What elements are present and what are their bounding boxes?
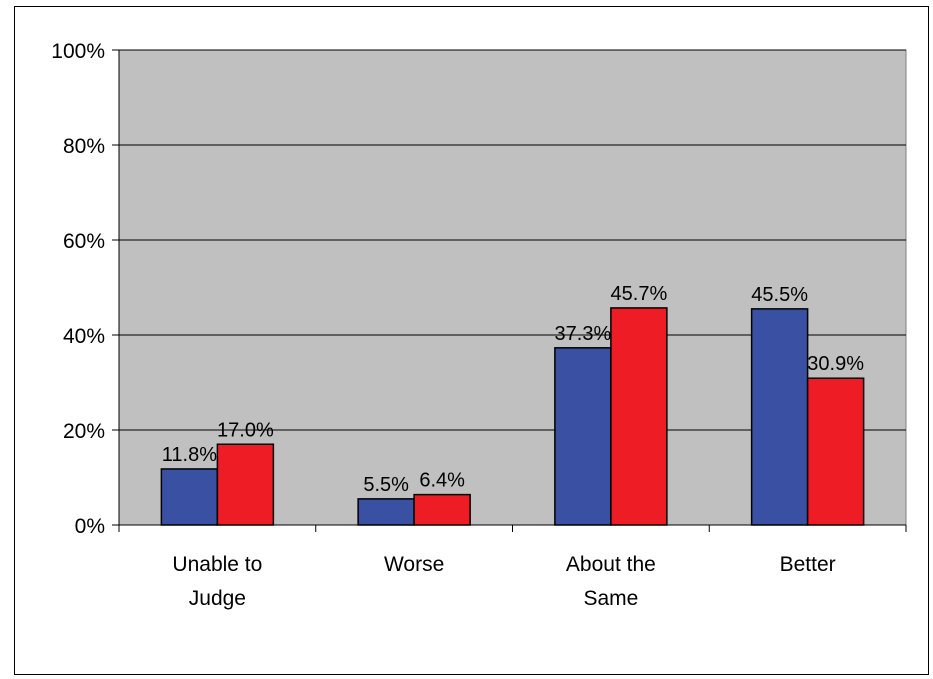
bar [750,308,809,526]
data-label: 45.7% [611,283,668,305]
bar [160,468,219,526]
x-tick-label: Judge [189,587,246,610]
y-tick-label: 60% [63,230,105,253]
x-tick-label: Same [583,587,638,610]
x-tick-label: Worse [384,553,444,576]
bar [357,498,415,526]
bar [216,443,275,526]
y-tick-label: 0% [75,515,105,538]
y-tick-label: 100% [51,40,105,63]
y-tick-label: 80% [63,135,105,158]
data-label: 37.3% [555,323,612,345]
bar [413,493,471,526]
labels: 0% 20% 40% 60% 80% 100% 11.8%17.0% Unable to Jud… [51,40,864,610]
data-label: 17.0% [217,419,274,441]
x-tick-label: Better [780,553,836,576]
axes [112,49,907,532]
data-label: 6.4% [419,470,465,492]
data-label: 5.5% [363,474,409,496]
grid-lines [119,49,906,431]
data-label: 11.8% [162,444,217,466]
data-label: 30.9% [807,353,864,375]
x-tick-label: About the [566,553,656,576]
y-tick-label: 40% [63,325,105,348]
y-tick-label: 20% [63,420,105,443]
bar [806,377,865,526]
bars [160,307,865,526]
bar [554,347,612,526]
bar [610,307,668,526]
x-tick-label: Unable to [172,553,262,576]
data-label: 45.5% [751,284,808,306]
